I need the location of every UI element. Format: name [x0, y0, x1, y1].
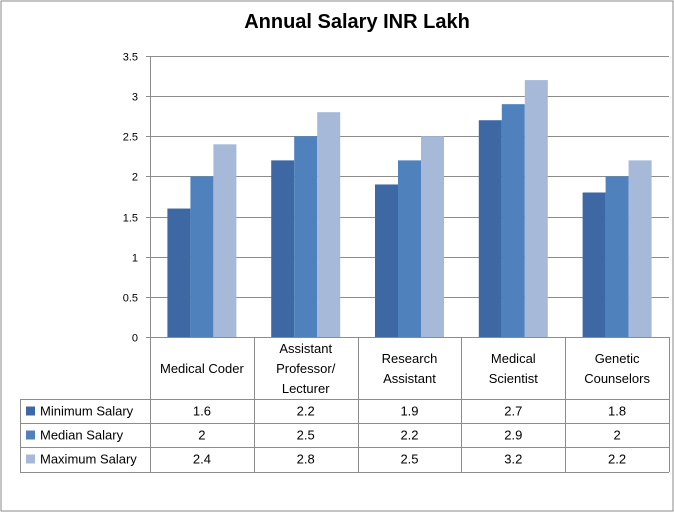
y-tick-label: 2	[132, 172, 138, 184]
data-label: 2.2	[608, 452, 626, 467]
data-label: 2	[198, 428, 205, 443]
data-label: 2.5	[400, 452, 418, 467]
bar-maximum-salary	[421, 136, 444, 337]
category-label-line: Genetic	[595, 351, 640, 366]
data-label: 2.8	[297, 452, 315, 467]
bar-minimum-salary	[478, 120, 502, 337]
data-label: 1.8	[608, 404, 626, 419]
category-label-line: Counselors	[584, 371, 650, 386]
category-label-line: Medical	[491, 351, 536, 366]
data-label: 2	[613, 428, 620, 443]
category-label-line: Medical Coder	[160, 361, 244, 376]
bar-minimum-salary	[375, 184, 398, 337]
y-tick-label: 0.5	[123, 293, 138, 305]
category-label-line: Assistant	[279, 341, 332, 356]
chart-title: Annual Salary INR Lakh	[244, 11, 470, 33]
legend-label: Minimum Salary	[40, 404, 134, 419]
legend-label: Median Salary	[40, 428, 124, 443]
bar-median-salary	[294, 136, 318, 337]
y-tick-label: 1.5	[123, 213, 138, 225]
category-label: Assistant Professor/Lecturer	[276, 341, 336, 396]
bar-median-salary	[398, 160, 421, 337]
bar-median-salary	[605, 176, 629, 337]
y-axis: 0 0.5 1 1.5 2 2.5 3 3.5	[123, 52, 151, 345]
bar-maximum-salary	[524, 80, 548, 337]
y-tick-label: 0	[132, 333, 138, 345]
category-label-line: Lecturer	[282, 381, 330, 396]
category-label: Research Assistant	[382, 351, 438, 386]
legend-swatch	[26, 430, 35, 440]
data-label: 1.9	[400, 404, 418, 419]
bar-maximum-salary	[317, 112, 341, 337]
bar-maximum-salary	[213, 144, 237, 337]
y-tick-label: 1	[132, 253, 138, 265]
bar-median-salary	[190, 176, 214, 337]
legend-swatch	[26, 454, 35, 464]
category-label: Medical Coder	[160, 361, 244, 376]
bar-maximum-salary	[628, 160, 652, 337]
data-label: 2.4	[193, 452, 211, 467]
category-label-line: Assistant	[383, 371, 436, 386]
category-label-line: Research	[382, 351, 438, 366]
data-label: 3.2	[504, 452, 522, 467]
data-label: 2.2	[400, 428, 418, 443]
data-label: 2.5	[297, 428, 315, 443]
bars	[167, 80, 652, 338]
data-label: 2.9	[504, 428, 522, 443]
category-label-line: Professor/	[276, 361, 336, 376]
category-label: Medical Scientist	[489, 351, 539, 386]
category-label-line: Scientist	[489, 371, 539, 386]
y-tick-label: 3	[132, 92, 138, 104]
bar-median-salary	[501, 104, 525, 338]
bar-minimum-salary	[167, 208, 191, 337]
data-label: 1.6	[193, 404, 211, 419]
data-label: 2.2	[297, 404, 315, 419]
data-label: 2.7	[504, 404, 522, 419]
category-label: Genetic Counselors	[584, 351, 650, 386]
bar-minimum-salary	[582, 192, 606, 337]
legend-swatch	[26, 406, 35, 416]
bar-minimum-salary	[271, 160, 295, 337]
y-tick-label: 3.5	[123, 52, 138, 64]
y-tick-label: 2.5	[123, 132, 138, 144]
data-table: Medical Coder Assistant Professor/Lecturer…	[20, 337, 670, 473]
legend-label: Maximum Salary	[40, 452, 137, 467]
